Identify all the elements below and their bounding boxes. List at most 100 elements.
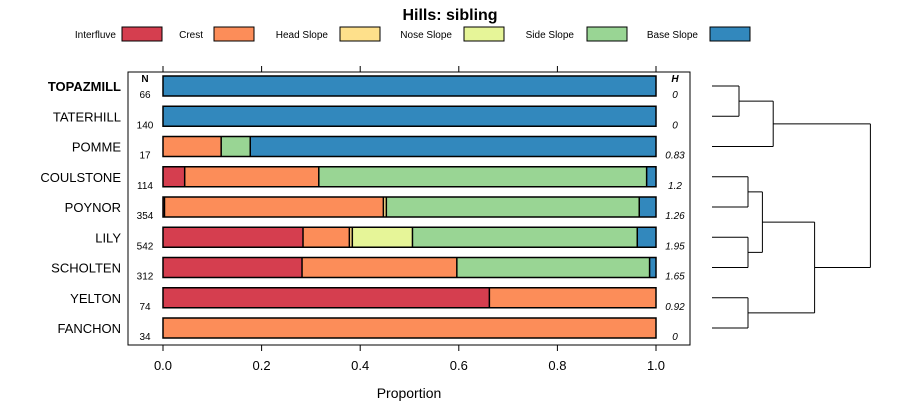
- dendrogram-link: [773, 123, 871, 268]
- row-label-lily: LILY: [95, 230, 121, 245]
- x-axis-label: Proportion: [377, 385, 442, 401]
- bar-segment-interfluve: [163, 227, 304, 248]
- bar-segment-side-slope: [318, 166, 647, 187]
- h-value: 1.95: [665, 241, 685, 252]
- bar-segment-crest: [163, 318, 656, 338]
- h-value: 1.2: [668, 181, 682, 192]
- bar-segment-crest: [184, 166, 319, 187]
- dendrogram-link: [712, 236, 749, 268]
- bar-segment-crest: [489, 287, 656, 308]
- bar-segment-base-slope: [637, 227, 656, 248]
- legend-label-nose-slope: Nose Slope: [400, 30, 452, 41]
- x-tick-label: 0.2: [253, 358, 271, 373]
- n-value: 354: [137, 211, 154, 222]
- h-column-header: H: [671, 74, 679, 85]
- bar-row-yelton: [162, 287, 657, 309]
- bar-row-scholten: [162, 256, 657, 279]
- row-label-fanchon: FANCHON: [57, 321, 121, 336]
- bar-outline: [162, 105, 657, 127]
- h-value: 1.65: [665, 272, 685, 283]
- x-tick-label: 0.0: [154, 358, 172, 373]
- legend-label-base-slope: Base Slope: [647, 30, 699, 41]
- bar-row-poynor: [162, 196, 657, 218]
- bar-segment-crest: [163, 136, 222, 157]
- bar-segment-side-slope: [221, 136, 251, 157]
- n-value: 140: [137, 120, 154, 131]
- x-tick-label: 0.6: [450, 358, 468, 373]
- x-tick-label: 0.4: [351, 358, 369, 373]
- bar-outline: [162, 226, 657, 248]
- bar-row-topazmill: [162, 75, 657, 97]
- n-value: 66: [139, 90, 151, 101]
- bar-segment-side-slope: [456, 257, 650, 278]
- n-value: 114: [137, 181, 153, 192]
- n-column-header: N: [141, 74, 148, 85]
- bar-outline: [162, 317, 657, 339]
- bar-row-taterhill: [162, 105, 657, 127]
- x-tick-label: 1.0: [647, 358, 665, 373]
- dendrogram-link: [712, 176, 749, 208]
- x-axis: 0.0 0.2 0.4 0.6 0.8 1.0: [154, 345, 665, 373]
- dendrogram-link: [748, 191, 763, 253]
- bar-segment-base-slope: [250, 136, 657, 157]
- bar-segment-crest: [302, 257, 457, 278]
- row-label-poynor: POYNOR: [65, 200, 121, 215]
- legend-swatch-interfluve: [121, 26, 163, 42]
- bar-segment-side-slope: [412, 227, 638, 248]
- bar-segment-head-slope: [349, 227, 353, 248]
- h-value: 0.83: [665, 151, 685, 162]
- bar-segment-nose-slope: [352, 227, 413, 248]
- bar-segment-base-slope: [639, 197, 656, 217]
- h-value: 0: [672, 332, 678, 343]
- n-value: 34: [139, 332, 151, 343]
- x-tick-label: 0.8: [548, 358, 566, 373]
- row-label-taterhill: TATERHILL: [53, 109, 121, 124]
- bar-segment-crest: [164, 197, 384, 217]
- bar-segment-base-slope: [163, 106, 656, 127]
- bar-segment-base-slope: [163, 76, 656, 96]
- row-label-scholten: SCHOLTEN: [51, 261, 121, 276]
- n-value: 74: [139, 302, 151, 313]
- top-axis-ticks: [162, 66, 657, 72]
- h-value: 0: [672, 90, 678, 101]
- bar-row-fanchon: [162, 317, 657, 339]
- bar-row-coulstone: [162, 166, 657, 188]
- legend: Interfluve Crest Head Slope Nose Slope Side …: [75, 26, 751, 42]
- bar-outline: [162, 166, 657, 188]
- dendrogram: [712, 85, 871, 329]
- n-value: 542: [137, 241, 154, 252]
- bar-segment-base-slope: [646, 166, 656, 187]
- legend-swatch-side-slope: [586, 26, 628, 42]
- dendrogram-link: [712, 85, 740, 117]
- bar-segment-interfluve: [163, 257, 303, 278]
- row-label-pomme: POMME: [72, 140, 121, 155]
- row-labels: TOPAZMILL 66 0 TATERHILL 140 0 POMME 17 0.83 COUL…: [40, 79, 685, 343]
- dendrogram-link: [712, 100, 774, 147]
- row-label-coulstone: COULSTONE: [40, 170, 121, 185]
- bar-outline: [162, 75, 657, 97]
- bar-outline: [162, 256, 657, 279]
- legend-swatch-crest: [213, 26, 255, 42]
- h-value: 0: [672, 120, 678, 131]
- bar-row-pomme: [162, 135, 657, 158]
- dendrogram-link: [712, 297, 749, 329]
- bar-row-lily: [162, 226, 657, 248]
- legend-label-side-slope: Side Slope: [526, 30, 575, 41]
- bar-segment-head-slope: [383, 197, 387, 217]
- bars: [162, 75, 657, 339]
- n-value: 17: [139, 151, 151, 162]
- dendrogram-link: [748, 221, 816, 314]
- bar-outline: [162, 196, 657, 218]
- row-label-yelton: YELTON: [70, 291, 121, 306]
- h-value: 0.92: [665, 302, 685, 313]
- bar-segment-base-slope: [649, 257, 656, 278]
- bar-outline: [162, 135, 657, 158]
- n-value: 312: [137, 272, 154, 283]
- legend-label-interfluve: Interfluve: [75, 30, 117, 41]
- plot-frame: [127, 71, 691, 346]
- bar-segment-side-slope: [386, 197, 640, 217]
- legend-swatch-nose-slope: [463, 26, 505, 42]
- legend-swatch-base-slope: [709, 26, 751, 42]
- chart-title: Hills: sibling: [402, 7, 497, 24]
